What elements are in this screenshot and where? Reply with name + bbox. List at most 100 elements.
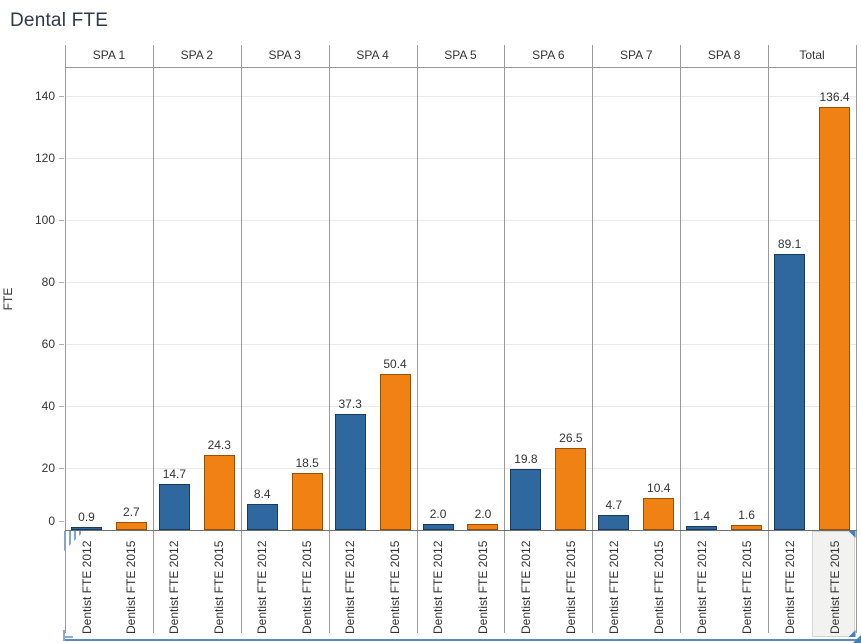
bar-spa-1-2012[interactable]: [71, 527, 102, 530]
y-tick-mark-100: [59, 220, 64, 221]
x-category-label[interactable]: Dentist FTE 2015: [563, 540, 578, 634]
x-category-label[interactable]: Dentist FTE 2012: [79, 540, 94, 634]
highlighted-label-cell[interactable]: [812, 531, 856, 637]
bar-value-label: 2.7: [123, 505, 140, 519]
gridline-140: [65, 96, 856, 97]
x-category-label[interactable]: Dentist FTE 2015: [212, 540, 227, 634]
bar-spa-8-2015[interactable]: [731, 525, 763, 530]
x-category-label[interactable]: Dentist FTE 2015: [475, 540, 490, 634]
bar-spa-7-2012[interactable]: [598, 515, 630, 530]
bar-spa-4-2015[interactable]: [379, 374, 411, 530]
x-category-label[interactable]: Dentist FTE 2015: [827, 540, 842, 634]
bar-value-label: 2.0: [429, 507, 447, 521]
pane-border: [416, 45, 418, 633]
y-tick-mark-140: [59, 96, 64, 97]
column-header-total[interactable]: Total: [799, 48, 825, 62]
bar-value-label: 8.4: [253, 487, 271, 501]
bar-spa-5-2015[interactable]: [467, 524, 499, 530]
bar-value-label: 89.1: [777, 237, 802, 251]
column-header-spa-1[interactable]: SPA 1: [92, 48, 126, 62]
x-category-label[interactable]: Dentist FTE 2015: [739, 540, 754, 634]
bar-value-label: 2.0: [474, 507, 492, 521]
bar-spa-2-2012[interactable]: [158, 484, 190, 530]
bar-spa-2-2015[interactable]: [203, 455, 235, 530]
y-tick-mark-120: [59, 158, 64, 159]
pane-border: [504, 45, 506, 633]
column-header-spa-6[interactable]: SPA 6: [532, 48, 565, 62]
bar-value-label: 24.3: [207, 438, 231, 452]
bar-value-label: 26.5: [559, 431, 583, 445]
gridline-80: [65, 282, 856, 283]
header-bottom-line: [65, 67, 856, 68]
column-header-spa-4[interactable]: SPA 4: [356, 48, 389, 62]
x-category-label[interactable]: Dentist FTE 2015: [651, 540, 666, 634]
pane-border: [856, 45, 857, 633]
bar-spa-8-2012[interactable]: [686, 526, 718, 530]
y-tick-label-80: 80: [41, 275, 55, 289]
pane-border: [65, 45, 66, 633]
chart-title: Dental FTE: [10, 10, 109, 31]
y-tick-label-0: 0: [48, 514, 55, 528]
bar-spa-1-2015[interactable]: [115, 522, 147, 530]
x-category-label[interactable]: Dentist FTE 2015: [388, 540, 403, 634]
y-tick-mark-80: [59, 282, 64, 283]
bar-value-label: 1.4: [693, 509, 711, 523]
bar-value-label: 14.7: [162, 467, 187, 481]
column-header-spa-3[interactable]: SPA 3: [268, 48, 301, 62]
selection-corner-left: [63, 630, 65, 641]
bar-spa-5-2012[interactable]: [422, 524, 454, 530]
x-category-label[interactable]: Dentist FTE 2015: [124, 540, 139, 634]
x-category-label[interactable]: Dentist FTE 2012: [606, 540, 621, 634]
gridline-120: [65, 158, 856, 159]
y-tick-mark-20: [59, 468, 64, 469]
bar-total-2012[interactable]: [774, 254, 806, 530]
bar-spa-3-2012[interactable]: [246, 504, 278, 530]
x-category-label[interactable]: Dentist FTE 2012: [694, 540, 709, 634]
bar-spa-6-2015[interactable]: [555, 448, 587, 530]
bar-value-label: 0.9: [78, 510, 95, 524]
bar-value-label: 18.5: [295, 456, 319, 470]
x-axis-baseline: [65, 530, 857, 531]
pane-border: [240, 45, 242, 633]
x-category-label[interactable]: Dentist FTE 2015: [300, 540, 315, 634]
x-category-label[interactable]: Dentist FTE 2012: [431, 540, 446, 634]
y-tick-label-20: 20: [41, 461, 55, 475]
x-category-label[interactable]: Dentist FTE 2012: [167, 540, 182, 634]
y-tick-label-140: 140: [34, 89, 55, 103]
pane-border: [328, 45, 330, 633]
gridline-40: [65, 406, 856, 407]
gridline-20: [65, 468, 856, 469]
y-tick-mark-0: [59, 521, 64, 522]
selection-corner-handle-icon[interactable]: [853, 635, 861, 643]
bar-value-label: 50.4: [383, 357, 407, 371]
gridline-60: [65, 344, 856, 345]
column-header-spa-5[interactable]: SPA 5: [444, 48, 477, 62]
x-category-label[interactable]: Dentist FTE 2012: [518, 540, 533, 634]
selection-bottom-line: [63, 639, 861, 641]
y-tick-label-100: 100: [34, 213, 55, 227]
bar-spa-3-2015[interactable]: [291, 473, 323, 530]
y-tick-mark-60: [59, 344, 64, 345]
x-category-label[interactable]: Dentist FTE 2012: [343, 540, 358, 634]
column-header-spa-7[interactable]: SPA 7: [620, 48, 653, 62]
column-header-spa-8[interactable]: SPA 8: [707, 48, 741, 62]
bar-spa-4-2012[interactable]: [334, 414, 366, 530]
y-tick-label-40: 40: [41, 399, 55, 413]
bar-total-2015[interactable]: [819, 107, 850, 530]
selection-corner-bottom-right-icon: [848, 630, 856, 637]
column-header-spa-2[interactable]: SPA 2: [180, 48, 214, 62]
bar-value-label: 4.7: [605, 498, 623, 512]
gridline-100: [65, 220, 856, 221]
pane-border: [768, 45, 770, 633]
x-category-label[interactable]: Dentist FTE 2012: [255, 540, 270, 634]
bar-value-label: 19.8: [514, 452, 538, 466]
bar-value-label: 136.4: [819, 90, 850, 104]
x-category-label[interactable]: Dentist FTE 2012: [782, 540, 797, 634]
bar-spa-6-2012[interactable]: [510, 469, 542, 530]
y-tick-label-60: 60: [41, 337, 55, 351]
bar-spa-7-2015[interactable]: [643, 498, 675, 530]
bar-value-label: 10.4: [647, 481, 671, 495]
bar-value-label: 37.3: [338, 397, 362, 411]
bar-value-label: 1.6: [738, 508, 755, 522]
